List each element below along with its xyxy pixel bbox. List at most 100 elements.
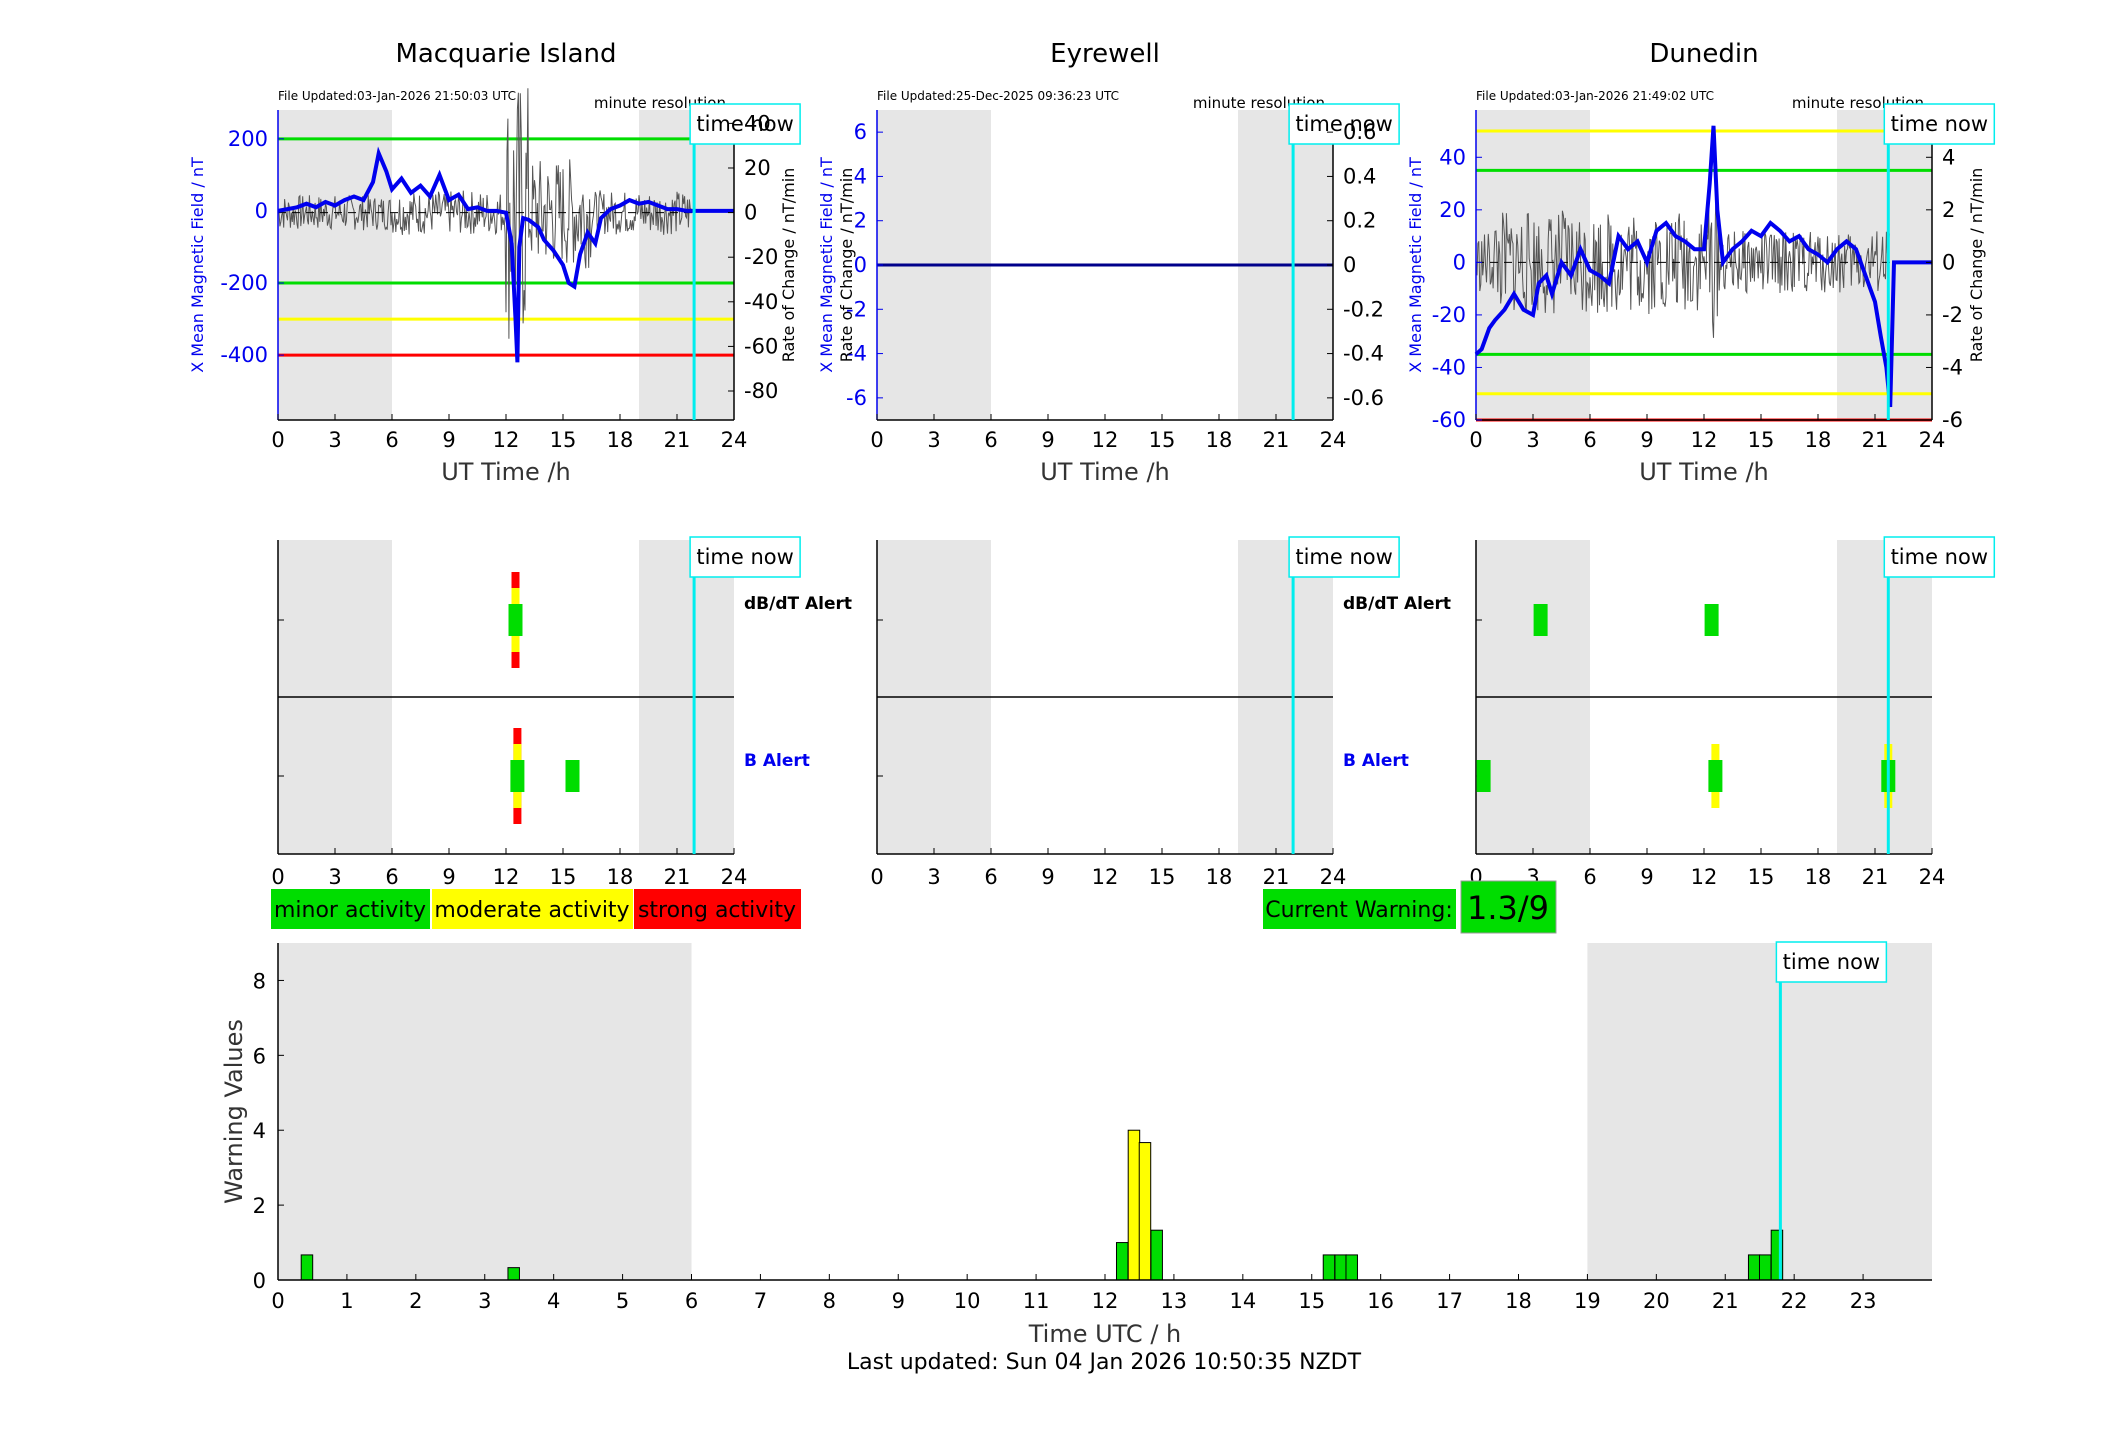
x-tick-label: 9 [1640, 865, 1653, 889]
x-tick-label: 11 [1023, 1289, 1050, 1313]
y2-tick-label: 0.2 [1343, 209, 1376, 233]
y-tick-label: 2 [253, 1194, 266, 1218]
strong-activity-label: strong activity [638, 898, 796, 923]
x-tick-label: 6 [385, 428, 398, 452]
time-now-box [1883, 103, 1996, 145]
current-warning: Current Warning: 1.3/9 [1263, 880, 1557, 934]
x-tick-label: 6 [984, 865, 997, 889]
x-tick-label: 5 [616, 1289, 629, 1313]
x-tick-label: 15 [1748, 865, 1775, 889]
x-tick-label: 15 [1149, 428, 1176, 452]
x-tick-label: 3 [927, 865, 940, 889]
x-tick-label: 22 [1781, 1289, 1808, 1313]
x-tick-label: 4 [547, 1289, 560, 1313]
x-tick-label: 21 [1263, 865, 1290, 889]
y-tick-label: 20 [1439, 198, 1466, 222]
x-tick-label: 21 [1862, 865, 1889, 889]
y2-tick-label: -40 [744, 290, 778, 314]
y-tick-label: -4 [846, 342, 867, 366]
x-tick-label: 15 [550, 865, 577, 889]
y-tick-label: 4 [253, 1119, 266, 1143]
x-tick-label: 3 [1526, 428, 1539, 452]
activity-legend: minor activity moderate activity strong … [271, 889, 801, 929]
warning-bar [507, 1267, 520, 1281]
x-tick-label: 24 [721, 865, 748, 889]
x-tick-label: 6 [984, 428, 997, 452]
chart-eyrewell: Eyrewell File Updated:25-Dec-2025 09:36:2… [817, 39, 1400, 486]
x-tick-label: 8 [823, 1289, 836, 1313]
x-tick-label: 21 [1862, 428, 1889, 452]
x-tick-label: 0 [870, 865, 883, 889]
x-tick-label: 21 [1263, 428, 1290, 452]
footer-last-updated: Last updated: Sun 04 Jan 2026 10:50:35 N… [847, 1350, 1362, 1375]
x-tick-label: 15 [1748, 428, 1775, 452]
x-tick-label: 24 [721, 428, 748, 452]
x-tick-label: 12 [1691, 865, 1718, 889]
x-tick-label: 24 [1919, 428, 1946, 452]
y-tick-label: -6 [846, 386, 867, 410]
current-warning-value: 1.3/9 [1467, 889, 1549, 927]
y2-axis-label: Rate of Change / nT/min [779, 168, 798, 363]
y2-axis-label: Rate of Change / nT/min [1967, 168, 1986, 363]
b-alert-label: B Alert [744, 751, 810, 771]
x-tick-label: 18 [1805, 865, 1832, 889]
y-tick-label: 0 [1453, 250, 1466, 274]
y2-tick-label: 0.6 [1343, 120, 1376, 144]
x-axis-label: UT Time /h [1639, 458, 1769, 486]
x-tick-label: 18 [1206, 428, 1233, 452]
time-now-label: time now [696, 112, 793, 136]
y-tick-label: 8 [253, 969, 266, 993]
b-alert-mark-minor [1708, 760, 1723, 792]
chart-title: Dunedin [1649, 39, 1758, 69]
chart-macquarie-island: Macquarie Island File Updated:03-Jan-2026… [188, 39, 801, 486]
y2-tick-label: -20 [744, 245, 778, 269]
time-now-label: time now [1891, 112, 1988, 136]
warning-bar [1127, 1129, 1141, 1281]
minor-activity-label: minor activity [274, 898, 426, 923]
warning-bar [1322, 1254, 1336, 1281]
x-tick-label: 6 [1583, 865, 1596, 889]
x-mean-field-line [277, 146, 734, 363]
x-tick-label: 3 [328, 428, 341, 452]
y2-tick-label: -0.4 [1343, 342, 1384, 366]
x-tick-label: 9 [442, 865, 455, 889]
y-tick-label: -200 [220, 271, 268, 295]
x-tick-label: 9 [1041, 428, 1054, 452]
y2-tick-label: -0.6 [1343, 386, 1384, 410]
x-tick-label: 13 [1161, 1289, 1188, 1313]
warning-bar [1345, 1254, 1358, 1281]
x-tick-label: 17 [1436, 1289, 1463, 1313]
x-tick-label: 15 [1298, 1289, 1325, 1313]
y2-tick-label: -4 [1942, 355, 1963, 379]
x-tick-label: 24 [1919, 865, 1946, 889]
y2-tick-label: -0.2 [1343, 297, 1384, 321]
x-tick-label: 3 [328, 865, 341, 889]
y-tick-label: 0 [253, 1269, 266, 1293]
x-tick-label: 6 [1583, 428, 1596, 452]
x-tick-label: 3 [927, 428, 940, 452]
warning-bar [1334, 1254, 1347, 1281]
x-tick-label: 6 [385, 865, 398, 889]
current-warning-label: Current Warning: [1265, 898, 1452, 923]
y-tick-label: -60 [1432, 408, 1466, 432]
x-tick-label: 12 [493, 428, 520, 452]
shaded-region [639, 110, 734, 420]
y-tick-label: 2 [854, 209, 867, 233]
strong-activity-swatch [634, 889, 801, 929]
y-tick-label: 40 [1439, 145, 1466, 169]
x-tick-label: 21 [664, 428, 691, 452]
x-tick-label: 9 [1041, 865, 1054, 889]
y-axis-label: X Mean Magnetic Field / nT [1406, 157, 1425, 373]
x-tick-label: 9 [892, 1289, 905, 1313]
x-tick-label: 12 [1092, 865, 1119, 889]
y2-tick-label: 2 [1942, 198, 1955, 222]
warning-bar [300, 1254, 314, 1281]
x-tick-label: 9 [442, 428, 455, 452]
b-alert-label: B Alert [1343, 751, 1409, 771]
x-axis-label: UT Time /h [1040, 458, 1170, 486]
x-tick-label: 0 [271, 428, 284, 452]
chart-dunedin: Dunedin File Updated:03-Jan-2026 21:49:02… [1406, 39, 1996, 486]
dbdt-alert-mark-minor [508, 604, 523, 636]
